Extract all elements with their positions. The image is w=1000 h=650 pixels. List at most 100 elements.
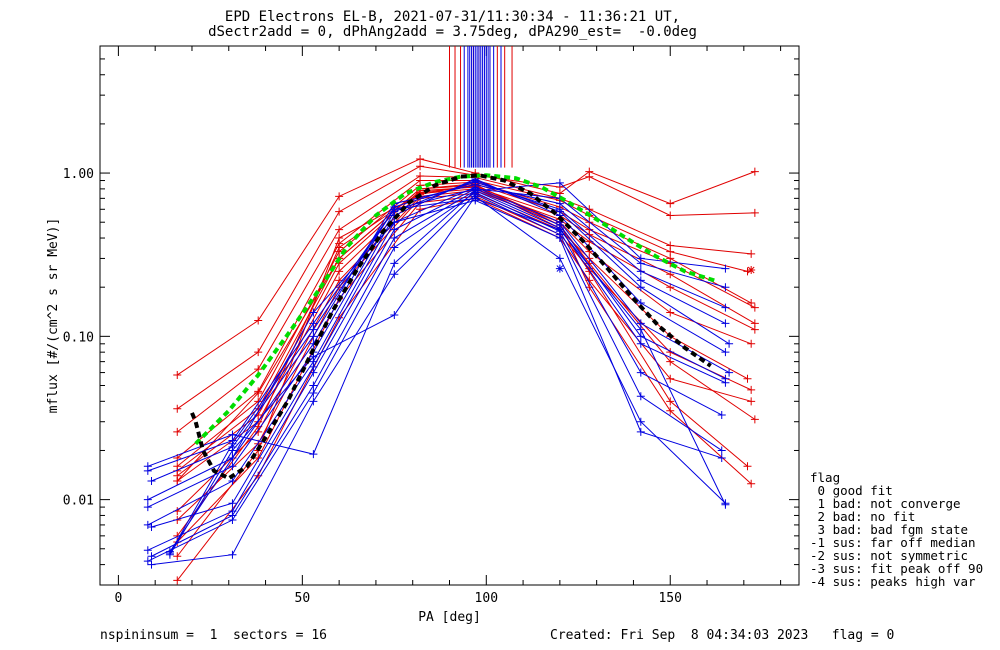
blue-data-marker: [390, 259, 399, 268]
blue-data-marker: [309, 368, 318, 377]
red-data-marker: [254, 388, 263, 397]
red-data-marker: [743, 374, 752, 383]
blue-series-line: [147, 188, 726, 551]
y-tick-label: 0.01: [63, 494, 94, 509]
blue-data-marker: [390, 311, 399, 320]
red-data-marker: [416, 154, 425, 163]
blue-series-line: [147, 179, 730, 508]
red-series-line: [176, 190, 752, 512]
chart-title-line2: dSectr2add = 0, dPhAng2add = 3.75deg, dP…: [208, 24, 697, 40]
red-data-marker: [750, 415, 759, 424]
blue-data-marker: [725, 368, 734, 377]
x-tick-label: 0: [114, 591, 122, 606]
red-data-marker: [585, 172, 594, 181]
blue-data-marker: [228, 446, 237, 455]
y-axis-label: mflux [#/(cm^2 s sr MeV)]: [46, 218, 61, 414]
red-data-marker: [335, 267, 344, 276]
blue-series-line: [151, 186, 730, 528]
blue-data-marker: [555, 178, 564, 187]
legend-item: -1 sus: far off median: [810, 535, 976, 550]
blue-data-marker: [636, 283, 645, 292]
legend-item: 0 good fit: [810, 483, 893, 498]
blue-data-marker: [147, 477, 156, 486]
blue-data-marker: [717, 410, 726, 419]
blue-data-marker: [390, 270, 399, 279]
blue-data-marker: [147, 560, 156, 569]
blue-data-marker: [147, 522, 156, 531]
footer-created-info: Created: Fri Sep 8 04:34:03 2023 flag = …: [550, 628, 895, 643]
blue-data-marker: [721, 283, 730, 292]
blue-data-marker: [143, 495, 152, 504]
blue-data-marker: [309, 381, 318, 390]
red-series-line: [176, 183, 756, 472]
blue-data-marker: [717, 453, 726, 462]
red-data-marker: [173, 370, 182, 379]
blue-data-marker: [390, 243, 399, 252]
x-tick-label: 150: [658, 591, 681, 606]
blue-series-line: [147, 182, 726, 467]
red-data-marker: [335, 192, 344, 201]
red-data-marker: [747, 249, 756, 258]
red-data-marker: [335, 234, 344, 243]
y-tick-label: 0.10: [63, 330, 94, 345]
red-data-marker: [666, 247, 675, 256]
red-data-marker: [666, 357, 675, 366]
blue-data-marker: [143, 503, 152, 512]
legend-item: -2 sus: not symmetric: [810, 548, 969, 563]
blue-data-marker: [143, 557, 152, 566]
blue-data-marker: [228, 516, 237, 525]
red-data-marker: [173, 552, 182, 561]
red-data-marker: [173, 576, 182, 585]
blue-data-marker: [636, 427, 645, 436]
blue-data-marker: [228, 550, 237, 559]
red-series-line: [176, 181, 752, 467]
blue-data-marker: [555, 225, 564, 234]
blue-series-line: [147, 178, 726, 526]
x-tick-label: 100: [475, 591, 498, 606]
blue-data-marker: [636, 332, 645, 341]
red-data-marker: [416, 205, 425, 214]
red-data-marker: [254, 348, 263, 357]
blue-data-marker: [636, 276, 645, 285]
red-data-marker: [254, 316, 263, 325]
blue-data-marker: [309, 450, 318, 459]
x-axis-label: PA [deg]: [418, 610, 481, 625]
blue-data-marker: [721, 319, 730, 328]
blue-data-marker: [721, 348, 730, 357]
blue-data-marker: [636, 392, 645, 401]
red-data-marker: [750, 167, 759, 176]
blue-data-marker: [228, 453, 237, 462]
red-data-marker: [585, 267, 594, 276]
blue-data-marker: [228, 462, 237, 471]
red-series-line: [176, 192, 748, 521]
red-data-marker: [666, 374, 675, 383]
blue-data-marker: [636, 267, 645, 276]
blue-series-line: [169, 195, 726, 555]
blue-data-marker: [143, 546, 152, 555]
blue-data-marker: [228, 439, 237, 448]
blue-data-marker: [309, 352, 318, 361]
blue-data-marker: [555, 234, 564, 243]
legend-title: flag: [810, 470, 841, 485]
blue-data-marker: [228, 477, 237, 486]
red-data-marker: [666, 283, 675, 292]
red-data-marker: [743, 462, 752, 471]
red-data-marker: [747, 479, 756, 488]
blue-data-marker: [390, 225, 399, 234]
red-data-marker: [416, 162, 425, 171]
red-data-marker: [747, 385, 756, 394]
green-dashed-fit-line: [194, 173, 715, 446]
blue-data-marker: [309, 332, 318, 341]
black-dashed-fit-line: [190, 173, 712, 481]
blue-data-marker: [228, 499, 237, 508]
blue-series-line: [147, 181, 726, 501]
blue-series-line: [169, 199, 722, 552]
legend-item: -3 sus: fit peak off 90: [810, 561, 984, 576]
red-data-marker: [666, 211, 675, 220]
blue-data-marker: [555, 264, 564, 273]
red-data-marker: [666, 397, 675, 406]
blue-data-marker: [471, 194, 480, 203]
blue-data-marker: [636, 417, 645, 426]
red-data-marker: [666, 406, 675, 415]
blue-data-marker: [636, 368, 645, 377]
